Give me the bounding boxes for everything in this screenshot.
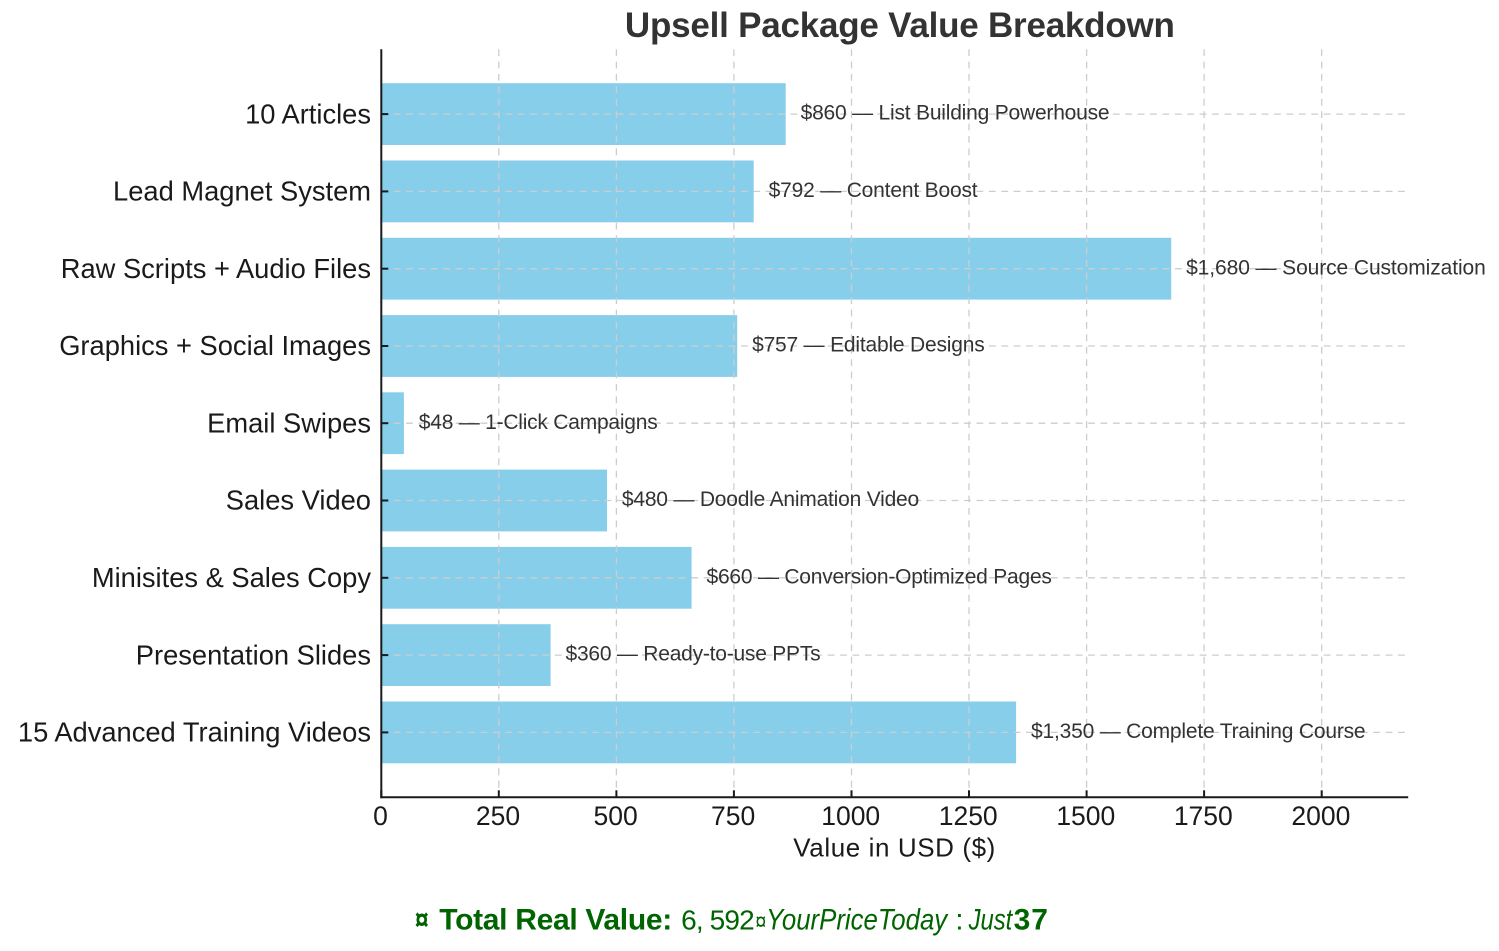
svg-text:Upsell Package Value Breakdown: Upsell Package Value Breakdown — [625, 6, 1175, 45]
svg-text:10 Articles: 10 Articles — [245, 98, 371, 129]
svg-text:YourPriceToday: YourPriceToday — [766, 903, 949, 936]
svg-text:¤: ¤ — [755, 908, 766, 935]
svg-text:Presentation Slides: Presentation Slides — [136, 639, 371, 670]
svg-text:2000: 2000 — [1291, 801, 1350, 831]
svg-text:750: 750 — [711, 801, 755, 831]
svg-text:0: 0 — [373, 801, 388, 831]
svg-text:Graphics + Social Images: Graphics + Social Images — [59, 330, 371, 361]
svg-text:Raw Scripts + Audio Files: Raw Scripts + Audio Files — [61, 253, 371, 284]
svg-text:1500: 1500 — [1056, 801, 1115, 831]
svg-text:6, 592: 6, 592 — [681, 904, 755, 935]
svg-text:15 Advanced Training Videos: 15 Advanced Training Videos — [18, 717, 371, 748]
svg-text:1250: 1250 — [939, 801, 998, 831]
svg-text:1750: 1750 — [1174, 801, 1233, 831]
svg-text:37: 37 — [1014, 903, 1048, 936]
svg-text:250: 250 — [476, 801, 520, 831]
svg-text:1000: 1000 — [821, 801, 880, 831]
svg-text:$792 — Content Boost: $792 — Content Boost — [769, 179, 978, 202]
svg-text:$860 — List Building Powerhous: $860 — List Building Powerhouse — [801, 102, 1110, 125]
svg-text:Value in USD ($): Value in USD ($) — [793, 832, 995, 862]
svg-text:$48 — 1-Click Campaigns: $48 — 1-Click Campaigns — [419, 411, 658, 434]
svg-text:Just: Just — [968, 903, 1014, 936]
svg-text:$480 — Doodle Animation Video: $480 — Doodle Animation Video — [622, 488, 919, 511]
svg-text:$757 — Editable Designs: $757 — Editable Designs — [752, 334, 985, 357]
svg-text:$1,350 — Complete Training Cou: $1,350 — Complete Training Course — [1031, 720, 1366, 743]
svg-text:$360 — Ready-to-use PPTs: $360 — Ready-to-use PPTs — [566, 643, 821, 666]
svg-text:$660 — Conversion-Optimized Pa: $660 — Conversion-Optimized Pages — [707, 565, 1052, 588]
svg-text:Email Swipes: Email Swipes — [207, 407, 371, 438]
svg-text:$1,680 — Source Customization: $1,680 — Source Customization — [1186, 256, 1486, 279]
svg-text:Lead Magnet System: Lead Magnet System — [113, 176, 371, 207]
svg-text:Total Real Value:: Total Real Value: — [439, 903, 672, 936]
svg-text::: : — [955, 903, 963, 936]
svg-text:Minisites & Sales Copy: Minisites & Sales Copy — [92, 562, 371, 593]
svg-text:Sales Video: Sales Video — [226, 485, 371, 516]
svg-text:500: 500 — [593, 801, 637, 831]
svg-text:¤: ¤ — [415, 903, 429, 936]
